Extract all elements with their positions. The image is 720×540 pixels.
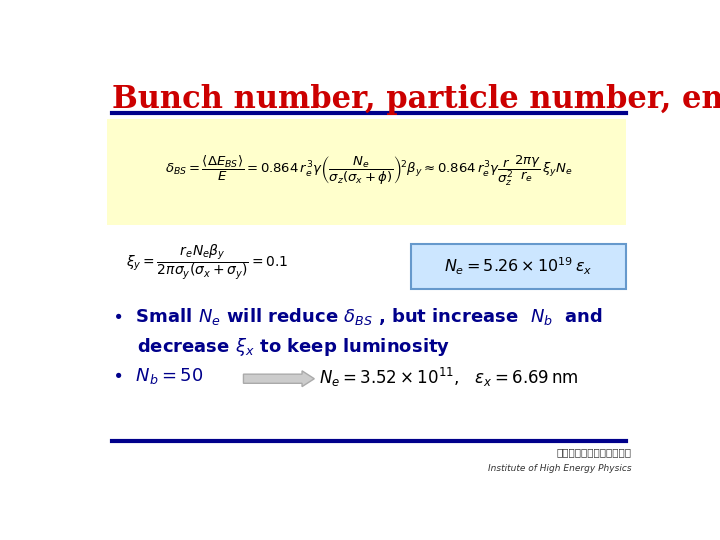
Text: Institute of High Energy Physics: Institute of High Energy Physics [487, 464, 631, 473]
Text: decrease $\xi_x$ to keep luminosity: decrease $\xi_x$ to keep luminosity [138, 336, 451, 358]
Text: Bunch number, particle number, emittance: Bunch number, particle number, emittance [112, 84, 720, 114]
Text: $\bullet$  $N_b = 50$: $\bullet$ $N_b = 50$ [112, 366, 204, 386]
Text: $\xi_y = \dfrac{r_e N_e \beta_y}{2\pi \sigma_y(\sigma_x + \sigma_y)} = 0.1$: $\xi_y = \dfrac{r_e N_e \beta_y}{2\pi \s… [126, 243, 289, 282]
Text: $N_e = 5.26 \times 10^{19}\, \varepsilon_x$: $N_e = 5.26 \times 10^{19}\, \varepsilon… [444, 256, 593, 277]
FancyBboxPatch shape [107, 119, 626, 225]
FancyBboxPatch shape [411, 244, 626, 289]
FancyArrow shape [243, 371, 315, 387]
Text: 中国科学院高能物理研究所: 中国科学院高能物理研究所 [557, 447, 631, 457]
Text: $N_e = 3.52 \times 10^{11}$,   $\varepsilon_x = 6.69\,\mathrm{nm}$: $N_e = 3.52 \times 10^{11}$, $\varepsilo… [319, 366, 578, 389]
Text: $\bullet$  Small $N_e$ will reduce $\delta_{BS}$ , but increase  $N_b$  and: $\bullet$ Small $N_e$ will reduce $\delt… [112, 306, 603, 327]
Text: $\delta_{BS} = \dfrac{\langle \Delta E_{BS} \rangle}{E} = 0.864\, r_e^3 \gamma \: $\delta_{BS} = \dfrac{\langle \Delta E_{… [165, 153, 573, 188]
